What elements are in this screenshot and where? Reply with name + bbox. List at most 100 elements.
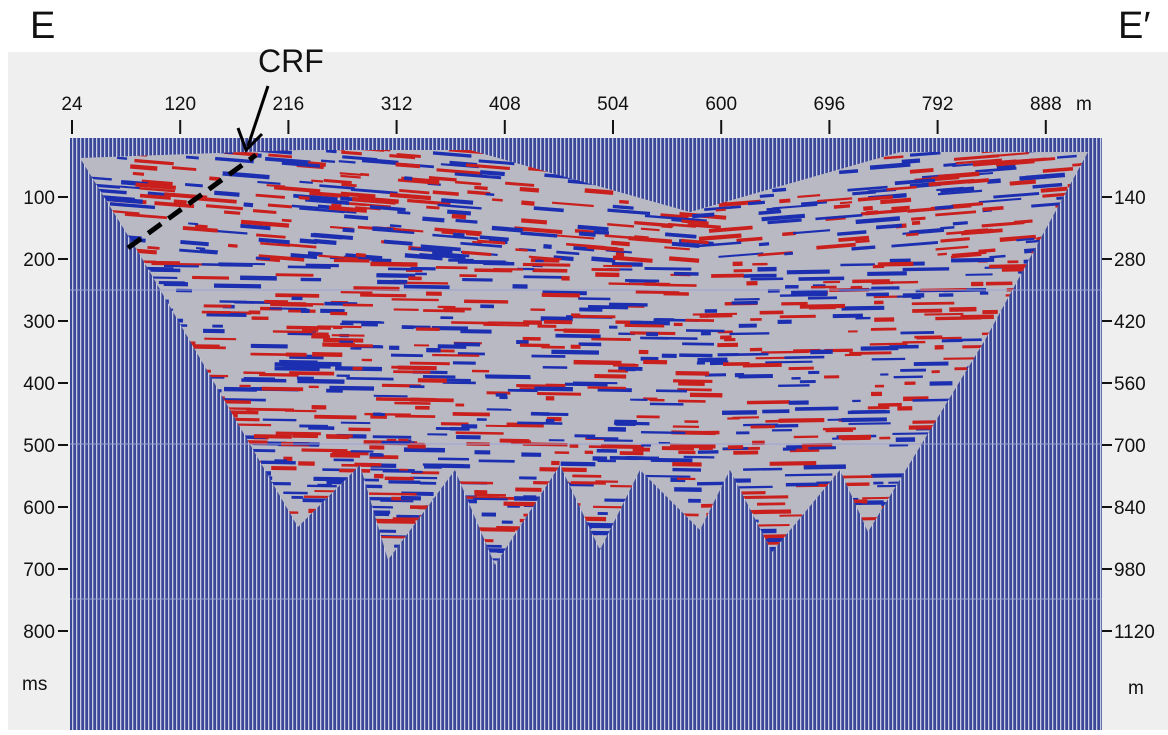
- reflector: [849, 353, 891, 354]
- reflector: [299, 182, 312, 183]
- x-tick-label: 888: [1030, 94, 1062, 115]
- reflector: [1041, 189, 1068, 191]
- reflector: [251, 346, 288, 347]
- y2-tick-label: 1120: [1114, 622, 1155, 643]
- reflector: [650, 404, 683, 405]
- reflector: [204, 339, 236, 340]
- reflector: [302, 450, 348, 451]
- reflector: [780, 295, 827, 296]
- reflector: [690, 395, 722, 396]
- reflector: [953, 223, 968, 224]
- reflector: [183, 228, 218, 231]
- reflector: [453, 414, 490, 415]
- x-tick-label: 792: [922, 94, 954, 115]
- reflector: [395, 416, 435, 417]
- reflector: [286, 327, 330, 328]
- reflector: [321, 161, 335, 162]
- reflector: [488, 323, 535, 324]
- reflector: [186, 157, 199, 158]
- reflector: [693, 314, 737, 315]
- reflector: [747, 402, 790, 403]
- reflector: [306, 265, 339, 266]
- reflector: [244, 204, 253, 205]
- y2-tick-label: 700: [1114, 436, 1146, 457]
- reflector: [404, 286, 450, 287]
- reflector: [353, 288, 399, 289]
- x-tick-label: 600: [705, 94, 737, 115]
- reflector: [742, 497, 788, 498]
- reflector: [259, 375, 298, 376]
- reflector: [914, 364, 949, 365]
- reflector: [383, 521, 415, 522]
- x-tick-label: 216: [273, 94, 305, 115]
- reflector: [943, 358, 978, 359]
- y2-tick-label: 140: [1114, 188, 1146, 209]
- reflector: [611, 243, 630, 244]
- reflector: [533, 270, 568, 271]
- reflector: [388, 482, 420, 483]
- reflector: [410, 400, 454, 401]
- reflector: [743, 365, 782, 366]
- reflector: [192, 277, 229, 278]
- reflector: [1010, 182, 1036, 184]
- reflector: [878, 264, 913, 265]
- reflector: [447, 212, 471, 214]
- reflector: [256, 258, 270, 259]
- reflector: [341, 194, 376, 197]
- reflector: [800, 306, 845, 307]
- reflector: [540, 469, 587, 470]
- reflector: [891, 207, 909, 208]
- page: E E′ CRF 24120216312408504600696792888m1…: [0, 0, 1168, 730]
- axis-unit: m: [1128, 678, 1144, 699]
- reflector: [555, 336, 600, 337]
- reflector: [483, 325, 529, 326]
- reflector: [276, 275, 314, 276]
- reflector: [224, 212, 240, 213]
- reflector: [492, 228, 523, 230]
- reflector: [912, 303, 955, 304]
- reflector: [778, 385, 809, 386]
- reflector: [673, 381, 712, 382]
- reflector: [423, 465, 464, 466]
- reflector: [515, 250, 527, 251]
- x-tick-label: 24: [61, 94, 83, 115]
- reflector: [716, 210, 726, 211]
- reflector: [679, 355, 712, 356]
- reflector: [765, 362, 812, 363]
- reflector: [180, 242, 208, 244]
- reflector: [759, 211, 782, 213]
- reflector: [1026, 175, 1065, 178]
- reflector: [591, 339, 631, 340]
- reflector: [840, 264, 874, 265]
- reflector: [507, 425, 544, 426]
- reflector: [787, 272, 830, 273]
- reflector: [594, 376, 626, 377]
- reflector: [968, 180, 989, 182]
- reflector: [579, 233, 596, 234]
- reflector: [433, 192, 459, 194]
- reflector: [759, 244, 769, 245]
- reflector: [442, 232, 454, 233]
- reflector: [342, 322, 384, 323]
- annotation: CRF: [258, 43, 324, 79]
- reflector: [441, 200, 473, 203]
- reflector: [485, 377, 530, 378]
- y-tick-label: 200: [23, 250, 55, 271]
- reflector: [849, 423, 891, 424]
- reflector: [373, 437, 411, 438]
- reflector: [625, 280, 659, 281]
- reflector: [682, 221, 709, 223]
- reflector: [284, 366, 331, 367]
- reflector: [630, 323, 670, 324]
- reflector: [288, 267, 331, 268]
- reflector: [861, 348, 899, 349]
- reflector: [587, 387, 626, 388]
- reflector: [541, 318, 573, 319]
- reflector: [423, 310, 465, 311]
- reflector: [681, 240, 708, 242]
- y2-tick-label: 560: [1114, 374, 1146, 395]
- reflector: [404, 450, 445, 451]
- reflector: [253, 211, 276, 213]
- y2-tick-label: 840: [1114, 498, 1146, 519]
- reflector: [951, 260, 994, 261]
